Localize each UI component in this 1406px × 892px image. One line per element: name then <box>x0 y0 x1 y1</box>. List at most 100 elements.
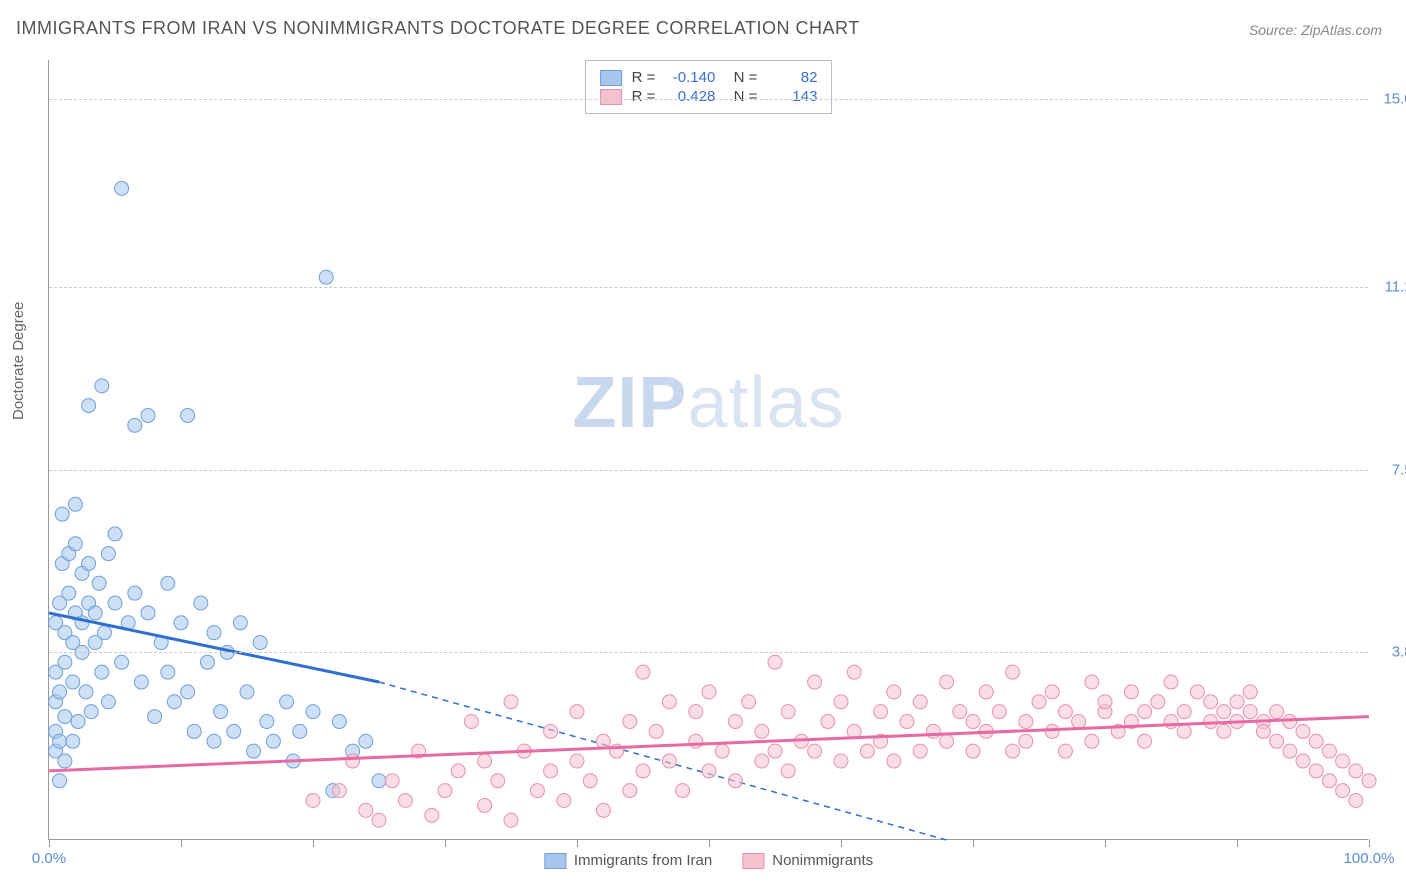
scatter-point <box>808 744 822 758</box>
scatter-point <box>53 734 67 748</box>
scatter-point <box>504 695 518 709</box>
scatter-point <box>1151 695 1165 709</box>
scatter-point <box>1138 705 1152 719</box>
legend-item-0: Immigrants from Iran <box>544 852 712 869</box>
legend-swatch-0 <box>544 853 566 869</box>
scatter-point <box>101 547 115 561</box>
ytick-label: 15.0% <box>1383 91 1406 108</box>
scatter-point <box>768 744 782 758</box>
xtick <box>1369 839 1370 847</box>
scatter-point <box>385 774 399 788</box>
scatter-point <box>1032 695 1046 709</box>
scatter-point <box>207 734 221 748</box>
scatter-point <box>570 754 584 768</box>
scatter-point <box>194 596 208 610</box>
scatter-point <box>1019 715 1033 729</box>
scatter-point <box>557 794 571 808</box>
scatter-point <box>372 774 386 788</box>
ytick-label: 11.2% <box>1385 279 1406 296</box>
scatter-point <box>58 655 72 669</box>
scatter-point <box>1058 705 1072 719</box>
xtick <box>1105 839 1106 847</box>
xtick <box>49 839 50 847</box>
scatter-point <box>1072 715 1086 729</box>
scatter-point <box>346 754 360 768</box>
scatter-point <box>649 724 663 738</box>
scatter-point <box>1296 754 1310 768</box>
scatter-point <box>1243 705 1257 719</box>
scatter-point <box>992 705 1006 719</box>
scatter-point <box>755 724 769 738</box>
scatter-point <box>141 408 155 422</box>
scatter-point <box>97 626 111 640</box>
scatter-point <box>1217 705 1231 719</box>
scatter-point <box>478 798 492 812</box>
plot-svg <box>49 60 1368 839</box>
scatter-point <box>742 695 756 709</box>
scatter-point <box>847 665 861 679</box>
scatter-point <box>101 695 115 709</box>
scatter-point <box>1085 675 1099 689</box>
scatter-point <box>1045 724 1059 738</box>
scatter-point <box>636 764 650 778</box>
scatter-point <box>108 596 122 610</box>
scatter-point <box>1006 744 1020 758</box>
bottom-legend: Immigrants from Iran Nonimmigrants <box>544 852 873 869</box>
scatter-point <box>253 636 267 650</box>
scatter-point <box>92 576 106 590</box>
scatter-point <box>821 715 835 729</box>
scatter-point <box>1164 675 1178 689</box>
scatter-point <box>1019 734 1033 748</box>
scatter-point <box>702 685 716 699</box>
scatter-point <box>79 685 93 699</box>
scatter-point <box>58 754 72 768</box>
scatter-point <box>1309 734 1323 748</box>
scatter-point <box>115 655 129 669</box>
legend-swatch-1 <box>742 853 764 869</box>
scatter-point <box>596 803 610 817</box>
scatter-point <box>755 754 769 768</box>
scatter-point <box>1296 724 1310 738</box>
scatter-point <box>68 497 82 511</box>
scatter-point <box>58 710 72 724</box>
y-axis-label: Doctorate Degree <box>10 302 27 420</box>
scatter-point <box>715 744 729 758</box>
scatter-point <box>128 586 142 600</box>
scatter-point <box>95 665 109 679</box>
scatter-point <box>1322 744 1336 758</box>
scatter-point <box>874 705 888 719</box>
scatter-point <box>478 754 492 768</box>
legend-label-1: Nonimmigrants <box>772 852 873 869</box>
scatter-point <box>68 537 82 551</box>
chart-title: IMMIGRANTS FROM IRAN VS NONIMMIGRANTS DO… <box>16 18 860 39</box>
scatter-point <box>979 685 993 699</box>
scatter-point <box>141 606 155 620</box>
scatter-point <box>148 710 162 724</box>
xtick <box>577 839 578 847</box>
scatter-point <box>187 724 201 738</box>
scatter-point <box>662 695 676 709</box>
scatter-point <box>1217 724 1231 738</box>
scatter-point <box>1270 734 1284 748</box>
scatter-point <box>181 408 195 422</box>
scatter-point <box>372 813 386 827</box>
scatter-point <box>491 774 505 788</box>
scatter-point <box>530 784 544 798</box>
scatter-point <box>207 626 221 640</box>
scatter-point <box>1177 705 1191 719</box>
scatter-point <box>359 803 373 817</box>
scatter-point <box>1362 774 1376 788</box>
scatter-point <box>438 784 452 798</box>
scatter-point <box>1190 685 1204 699</box>
scatter-point <box>940 675 954 689</box>
scatter-point <box>55 507 69 521</box>
scatter-point <box>62 586 76 600</box>
scatter-point <box>583 774 597 788</box>
scatter-point <box>926 724 940 738</box>
scatter-point <box>1045 685 1059 699</box>
scatter-point <box>504 813 518 827</box>
chart-area: ZIPatlas R = -0.140 N = 82 R = 0.428 N =… <box>48 60 1368 840</box>
scatter-point <box>913 695 927 709</box>
scatter-point <box>1283 744 1297 758</box>
scatter-point <box>728 715 742 729</box>
